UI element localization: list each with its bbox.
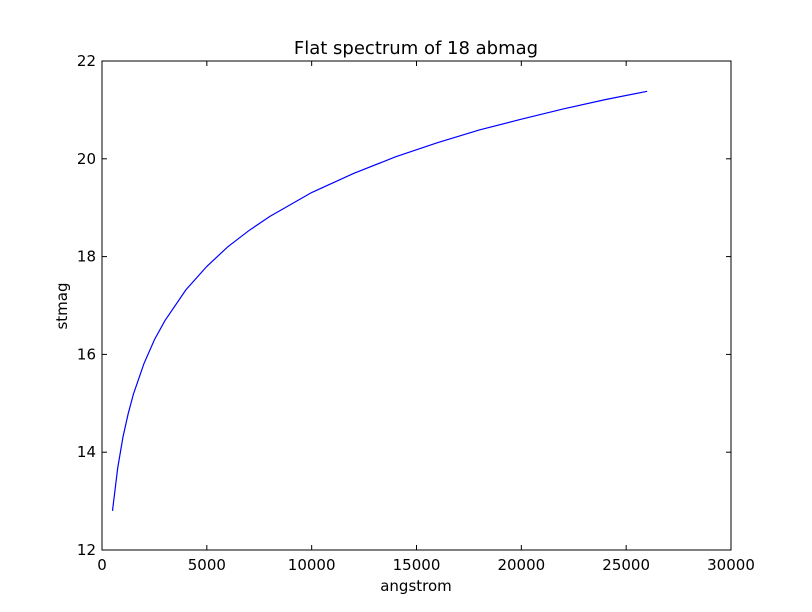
x-tick-label: 25000 [602, 556, 650, 574]
x-tick-label: 30000 [707, 556, 755, 574]
series-layer [111, 90, 648, 511]
series-line [111, 90, 648, 511]
x-tick-label: 15000 [393, 556, 441, 574]
y-tick-label: 22 [77, 52, 96, 70]
y-tick-label: 12 [77, 541, 96, 559]
chart-title: Flat spectrum of 18 abmag [294, 38, 538, 59]
x-axis-label: angstrom [380, 577, 452, 595]
x-axis: 0 5000 10000 15000 20000 25000 30000 [97, 61, 755, 574]
y-axis-label: stmag [53, 282, 71, 329]
x-tick-label: 5000 [188, 556, 226, 574]
y-tick-label: 20 [77, 150, 96, 168]
y-axis: 12 14 16 18 20 22 [77, 52, 731, 559]
plot-frame [101, 60, 732, 551]
x-tick-label: 20000 [497, 556, 545, 574]
y-tick-label: 16 [77, 345, 96, 363]
plot-area [101, 60, 732, 551]
x-tick-label: 10000 [288, 556, 336, 574]
y-tick-label: 18 [77, 248, 96, 266]
x-tick-label: 0 [97, 556, 107, 574]
y-tick-label: 14 [77, 443, 96, 461]
